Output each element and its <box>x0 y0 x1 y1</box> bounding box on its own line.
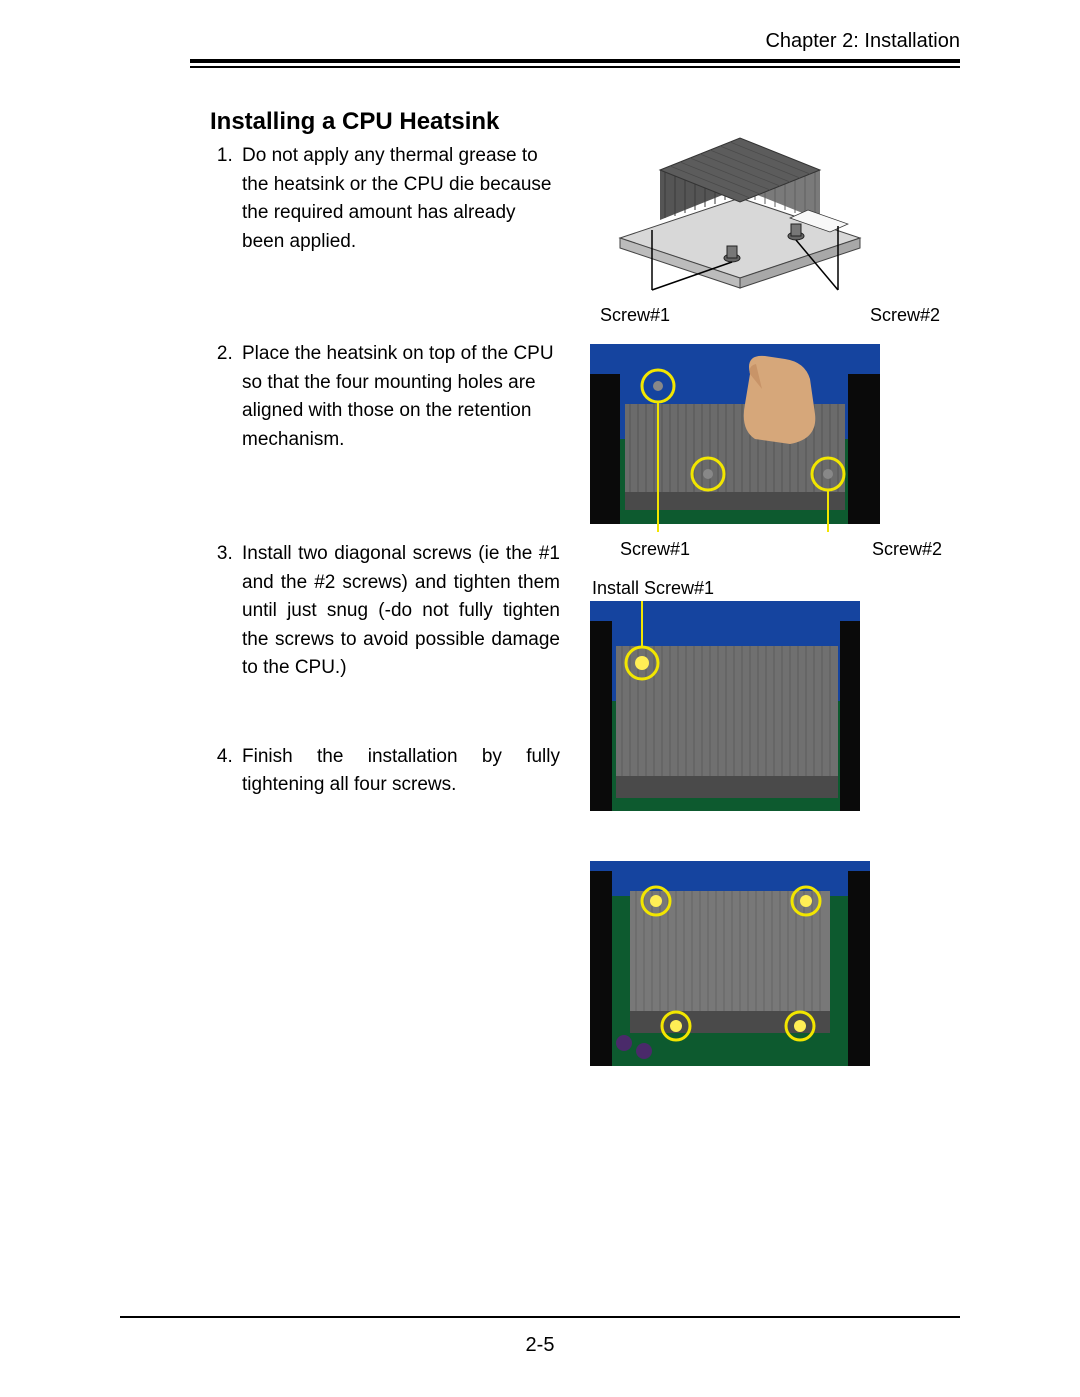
install-screw-icon <box>590 601 860 821</box>
figure-2: Screw#1 Screw#2 <box>590 344 960 560</box>
steps-list: Do not apply any thermal grease to the h… <box>190 142 560 800</box>
figure-4 <box>590 861 960 1066</box>
heatsink-placement-icon <box>590 344 880 539</box>
page-header: Chapter 2: Installation <box>190 30 960 53</box>
screw1-label: Screw#1 <box>600 305 670 326</box>
step-4: Finish the installation by fully tighten… <box>238 743 560 800</box>
figure-column: Screw#1 Screw#2 <box>590 108 960 1084</box>
chapter-label: Chapter 2: Installation <box>765 30 960 52</box>
section-title: Installing a CPU Heatsink <box>210 108 560 136</box>
install-screw-label: Install Screw#1 <box>592 578 960 599</box>
figure-1-labels: Screw#1 Screw#2 <box>590 303 960 326</box>
step-3: Install two diagonal screws (ie the #1 a… <box>238 540 560 683</box>
figure-3: Install Screw#1 <box>590 578 960 821</box>
screw1-label-2: Screw#1 <box>620 539 690 560</box>
content-area: Installing a CPU Heatsink Do not apply a… <box>190 108 960 1084</box>
text-column: Installing a CPU Heatsink Do not apply a… <box>190 108 560 1084</box>
footer-rule <box>120 1316 960 1318</box>
heatsink-diagram-icon <box>590 108 890 303</box>
figure-1: Screw#1 Screw#2 <box>590 108 960 326</box>
page-number: 2-5 <box>120 1334 960 1357</box>
screw2-label: Screw#2 <box>870 305 940 326</box>
page-footer: 2-5 <box>120 1316 960 1357</box>
screw2-label-2: Screw#2 <box>872 539 942 560</box>
figure-2-labels: Screw#1 Screw#2 <box>590 539 960 560</box>
page: Chapter 2: Installation Installing a CPU… <box>0 0 1080 1397</box>
step-2: Place the heatsink on top of the CPU so … <box>238 340 560 454</box>
tighten-all-icon <box>590 861 870 1066</box>
step-1: Do not apply any thermal grease to the h… <box>238 142 560 256</box>
header-rule <box>190 59 960 68</box>
